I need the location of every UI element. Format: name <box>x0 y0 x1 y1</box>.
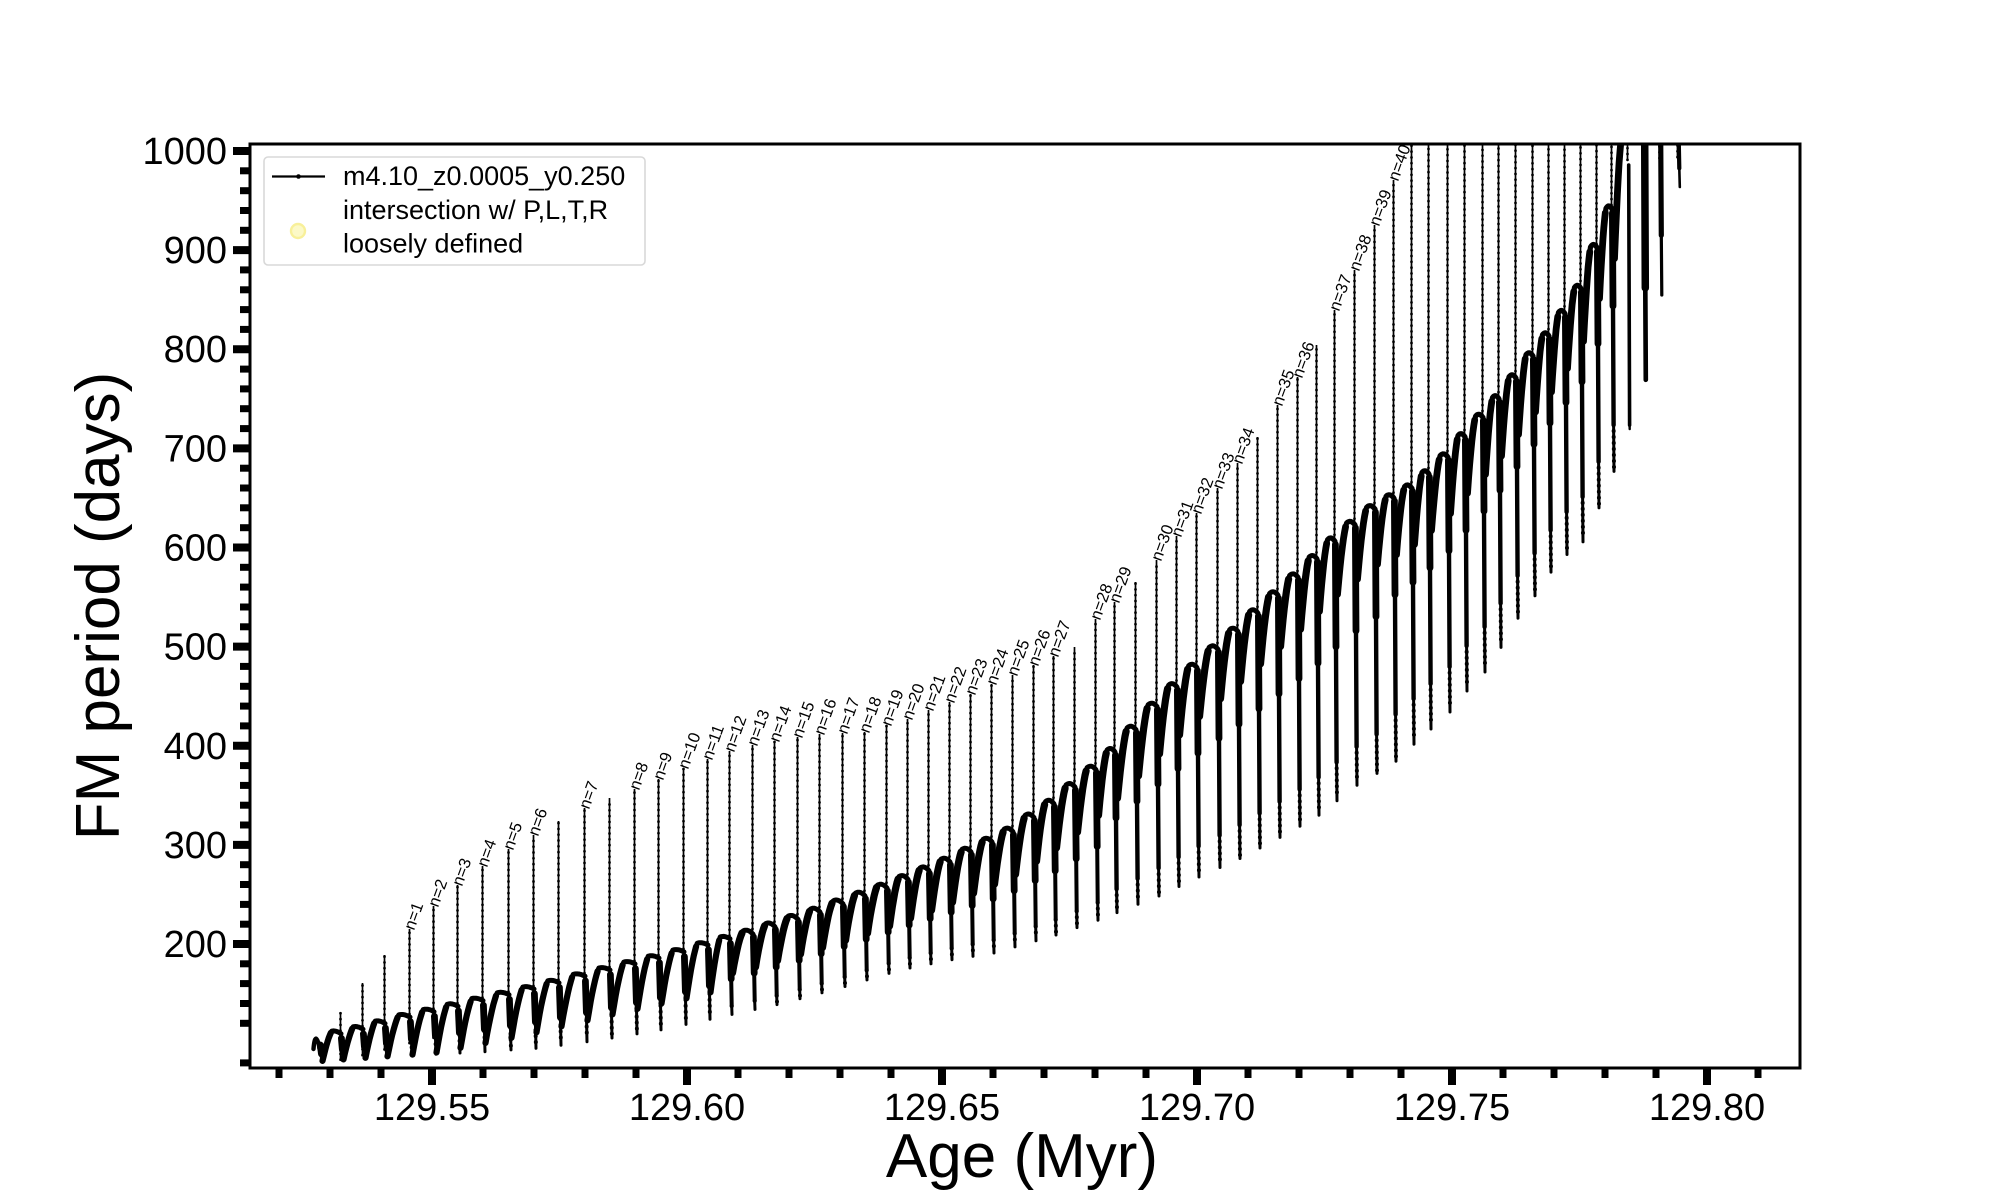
svg-text:loosely defined: loosely defined <box>343 229 523 259</box>
svg-text:1000: 1000 <box>142 131 227 173</box>
svg-text:400: 400 <box>164 726 227 768</box>
svg-text:700: 700 <box>164 428 227 470</box>
svg-text:intersection w/ P,L,T,R: intersection w/ P,L,T,R <box>343 195 608 225</box>
svg-text:200: 200 <box>164 924 227 966</box>
svg-text:FM period (days): FM period (days) <box>64 372 133 841</box>
svg-text:129.80: 129.80 <box>1649 1087 1765 1129</box>
svg-text:900: 900 <box>164 230 227 272</box>
svg-text:Age (Myr): Age (Myr) <box>886 1122 1158 1191</box>
svg-text:129.55: 129.55 <box>374 1087 490 1129</box>
svg-text:500: 500 <box>164 627 227 669</box>
svg-text:129.60: 129.60 <box>629 1087 745 1129</box>
svg-text:300: 300 <box>164 825 227 867</box>
svg-text:m4.10_z0.0005_y0.250: m4.10_z0.0005_y0.250 <box>343 161 625 191</box>
svg-text:129.75: 129.75 <box>1394 1087 1510 1129</box>
svg-text:129.70: 129.70 <box>1139 1087 1255 1129</box>
svg-text:129.65: 129.65 <box>884 1087 1000 1129</box>
svg-text:800: 800 <box>164 329 227 371</box>
svg-text:600: 600 <box>164 528 227 570</box>
